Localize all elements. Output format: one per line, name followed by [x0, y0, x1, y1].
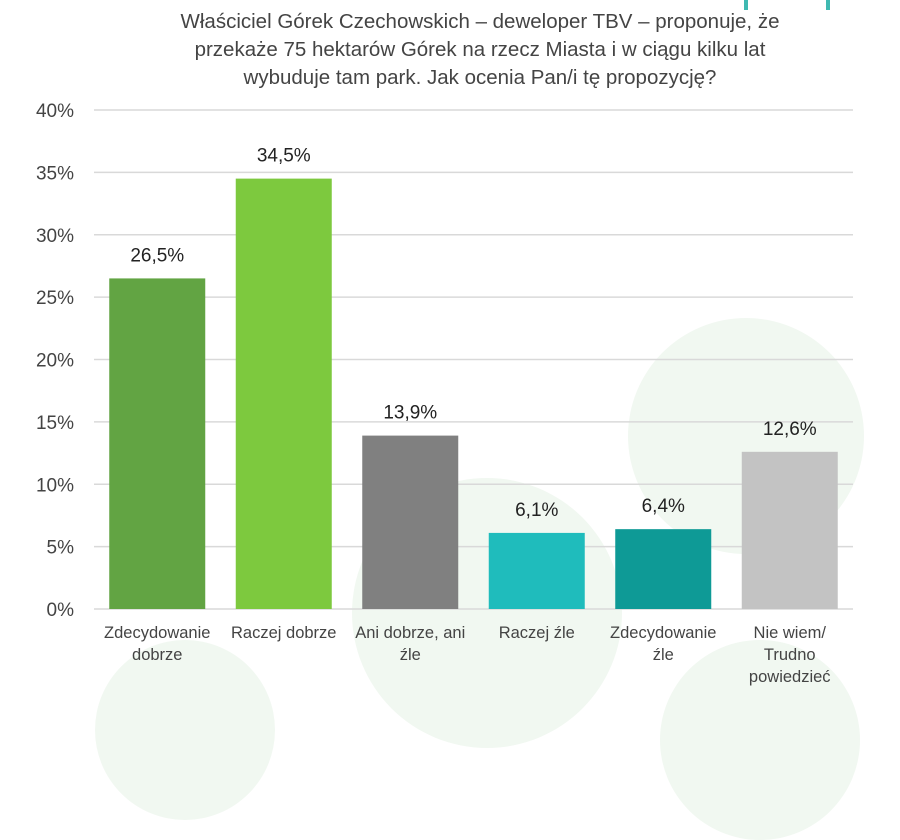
- data-labels: 26,5% 34,5% 13,9% 6,1% 6,4% 12,6%: [130, 146, 816, 521]
- x-tick-label: Zdecydowanie źle: [610, 624, 717, 664]
- data-label: 6,4%: [642, 496, 685, 517]
- bar: [109, 278, 206, 609]
- bar: [362, 435, 459, 609]
- data-label: 12,6%: [763, 419, 817, 440]
- bars: [109, 178, 838, 610]
- y-tick-label: 15%: [36, 413, 74, 434]
- bar-chart: 0% 5% 10% 15% 20% 25% 30% 35% 40% 26,5% 34,5% 13,9…: [36, 101, 853, 621]
- x-tick-label: Ani dobrze, ani źle: [355, 624, 466, 664]
- data-label: 34,5%: [257, 146, 311, 167]
- y-tick-label: 30%: [36, 226, 74, 247]
- y-tick-label: 0%: [47, 600, 75, 621]
- x-tick-label: Raczej źle: [498, 624, 575, 642]
- y-axis-ticks: 0% 5% 10% 15% 20% 25% 30% 35% 40%: [36, 101, 74, 621]
- accent-mark-right: [826, 0, 830, 10]
- data-label: 13,9%: [383, 403, 437, 424]
- x-tick-label: Nie wiem/ Trudno powiedzieć: [748, 624, 831, 686]
- y-tick-label: 10%: [36, 475, 74, 496]
- chart-title-line: wybuduje tam park. Jak ocenia Pan/i tę p…: [243, 66, 717, 89]
- bar: [235, 178, 332, 610]
- y-tick-label: 25%: [36, 288, 74, 309]
- bar: [741, 451, 838, 609]
- bar: [488, 532, 585, 609]
- x-tick-label: Zdecydowanie dobrze: [104, 624, 211, 664]
- gridlines: [94, 109, 853, 610]
- y-tick-label: 35%: [36, 163, 74, 184]
- accent-mark-left: [744, 0, 748, 10]
- chart-title-line: przekaże 75 hektarów Górek na rzecz Mias…: [194, 38, 766, 61]
- y-tick-label: 40%: [36, 101, 74, 122]
- y-tick-label: 5%: [47, 538, 75, 559]
- bar: [615, 529, 712, 609]
- x-tick-label: Raczej dobrze: [231, 624, 337, 642]
- chart-title-line: Właściciel Górek Czechowskich – dewelope…: [180, 10, 780, 33]
- data-label: 6,1%: [515, 500, 558, 521]
- data-label: 26,5%: [130, 245, 184, 266]
- chart-title: Właściciel Górek Czechowskich – dewelope…: [100, 8, 860, 92]
- y-tick-label: 20%: [36, 351, 74, 372]
